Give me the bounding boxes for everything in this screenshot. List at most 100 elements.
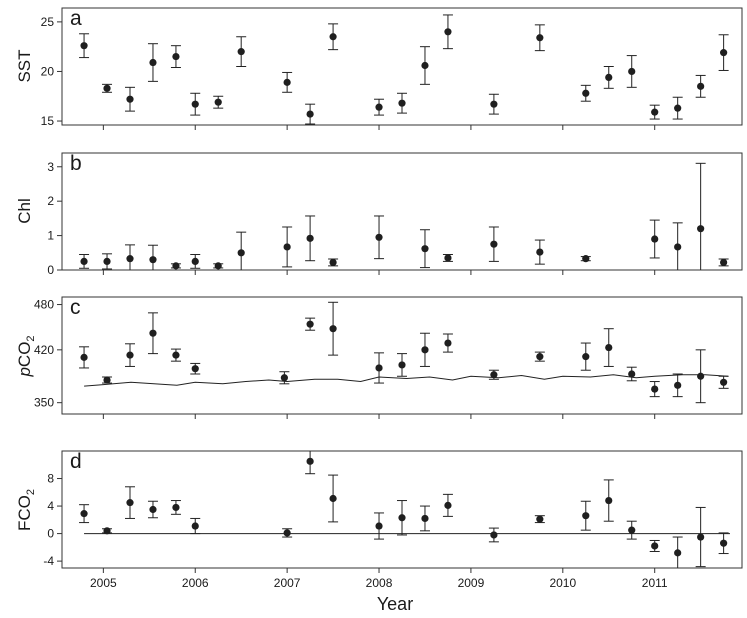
panel-a-marker: [126, 95, 134, 103]
panel-c-data-point: [125, 343, 135, 367]
panel-c-data-point: [374, 352, 385, 384]
panel-d-x-axis: [102, 568, 656, 573]
panel-b-marker: [536, 248, 544, 256]
panel-d-data-point: [79, 504, 90, 524]
panel-b-marker: [126, 255, 134, 263]
panel-d-data-point: [397, 500, 407, 536]
panel-a-marker: [697, 82, 705, 90]
panel-a-data-point: [305, 103, 316, 125]
x-tick-label: 2011: [642, 576, 668, 590]
panel-b-data-point: [419, 229, 430, 269]
panel-a-data-point: [147, 43, 158, 82]
panel-b-marker: [582, 255, 590, 263]
panel-d-data-point: [580, 500, 591, 531]
panel-a-marker: [103, 84, 111, 92]
panel-a-ylabel: SST: [15, 49, 34, 82]
panel-b-marker: [651, 235, 659, 243]
panel-d-marker: [80, 510, 88, 518]
panel-b-marker: [283, 243, 291, 251]
panel-c-marker: [444, 339, 452, 347]
panel-d-y-tick-label: -4: [43, 554, 54, 568]
panel-c-data-point: [305, 317, 316, 331]
panel-c-ylabel-main: CO: [15, 342, 34, 368]
panel-a-data-point: [190, 92, 201, 116]
panel-b-marker: [444, 254, 452, 262]
panel-c-marker: [582, 353, 590, 361]
panel-b-y-tick-label: 1: [47, 229, 54, 243]
panel-b-marker: [375, 233, 383, 241]
panel-d-fco2: d FCO2 -4 0 4 8 2005 2006 2007 2008 2009 2010 201…: [15, 450, 743, 590]
panel-a-marker: [628, 67, 636, 76]
panel-b-data-point: [125, 244, 135, 270]
panel-d-data-point: [695, 506, 706, 568]
panel-b-y-tick-label: 3: [47, 160, 54, 174]
panel-c-data-point: [397, 353, 407, 377]
x-tick-label: 2005: [90, 576, 117, 590]
x-tick-label: 2009: [458, 576, 485, 590]
panel-c-marker: [149, 329, 157, 337]
panel-c-data-point: [328, 301, 339, 356]
x-axis-label: Year: [377, 594, 413, 614]
panel-a-marker: [149, 58, 157, 67]
panel-d-data-point: [328, 474, 339, 523]
panel-b-letter: b: [70, 152, 82, 175]
panel-a-marker: [490, 100, 498, 108]
panel-b-data-point: [213, 262, 224, 270]
panel-c-marker: [697, 372, 705, 380]
panel-b-data-point: [488, 226, 499, 262]
panel-c-marker: [720, 378, 728, 386]
panel-c-data-point: [419, 332, 430, 367]
panel-a-data-point: [236, 36, 247, 67]
panel-d-marker: [329, 494, 337, 503]
panel-a-data-point: [603, 66, 614, 89]
panel-b-data-point: [442, 254, 453, 262]
panel-d-ylabel-subscript: 2: [25, 489, 37, 495]
panel-d-marker: [628, 526, 636, 534]
panel-d-data-point: [718, 532, 729, 555]
panel-d-marker: [172, 503, 180, 512]
panel-c-marker: [651, 385, 659, 393]
panel-c-data-point: [534, 351, 545, 362]
panel-c-y-tick-label: 480: [34, 298, 54, 312]
panel-a-data-point: [672, 96, 683, 120]
panel-c-data-point: [603, 328, 614, 367]
panel-b-data-point: [305, 215, 316, 262]
panel-d-data-point: [649, 539, 660, 552]
panel-c-marker: [172, 351, 180, 359]
panel-b-data-point: [79, 254, 90, 269]
panel-b-data-point: [718, 258, 729, 267]
panel-a-y-tick-label: 25: [41, 15, 55, 29]
panel-d-marker: [444, 501, 452, 509]
panel-a-data-point: [170, 45, 181, 68]
panel-d-marker: [582, 512, 590, 520]
panel-d-marker: [674, 549, 682, 557]
panel-a-data-point: [442, 14, 453, 50]
panel-b-y-tick-label: 0: [47, 263, 54, 277]
panel-a-marker: [237, 48, 245, 56]
panel-c-data-point: [147, 312, 158, 355]
panel-d-marker: [605, 496, 613, 505]
panel-d-marker: [375, 522, 383, 530]
panel-d-ylabel-main: FCO: [15, 495, 34, 531]
panel-d-marker: [103, 527, 111, 535]
panel-a-data-point: [626, 55, 637, 88]
panel-d-data-point: [190, 517, 201, 535]
panel-b-data-point: [672, 222, 683, 270]
panel-d-data-point: [102, 527, 113, 535]
panel-c-data-point: [79, 346, 90, 369]
panel-b-marker: [191, 257, 199, 265]
panel-a-data-point: [79, 33, 90, 59]
panel-c-marker: [103, 376, 111, 384]
panel-b-marker: [697, 225, 705, 233]
panel-c-marker: [628, 370, 636, 378]
panel-c-marker: [280, 374, 288, 382]
panel-a-marker: [172, 52, 180, 61]
x-tick-labels: 2005 2006 2007 2008 2009 2010 2011: [90, 576, 668, 590]
panel-d-marker: [283, 529, 291, 537]
panel-a-data-point: [718, 34, 729, 71]
panel-c-letter: c: [70, 296, 81, 319]
x-tick-label: 2006: [182, 576, 209, 590]
panel-b-marker: [149, 256, 157, 264]
panel-c-data-point: [718, 375, 729, 389]
panel-a-data-point: [580, 84, 591, 102]
